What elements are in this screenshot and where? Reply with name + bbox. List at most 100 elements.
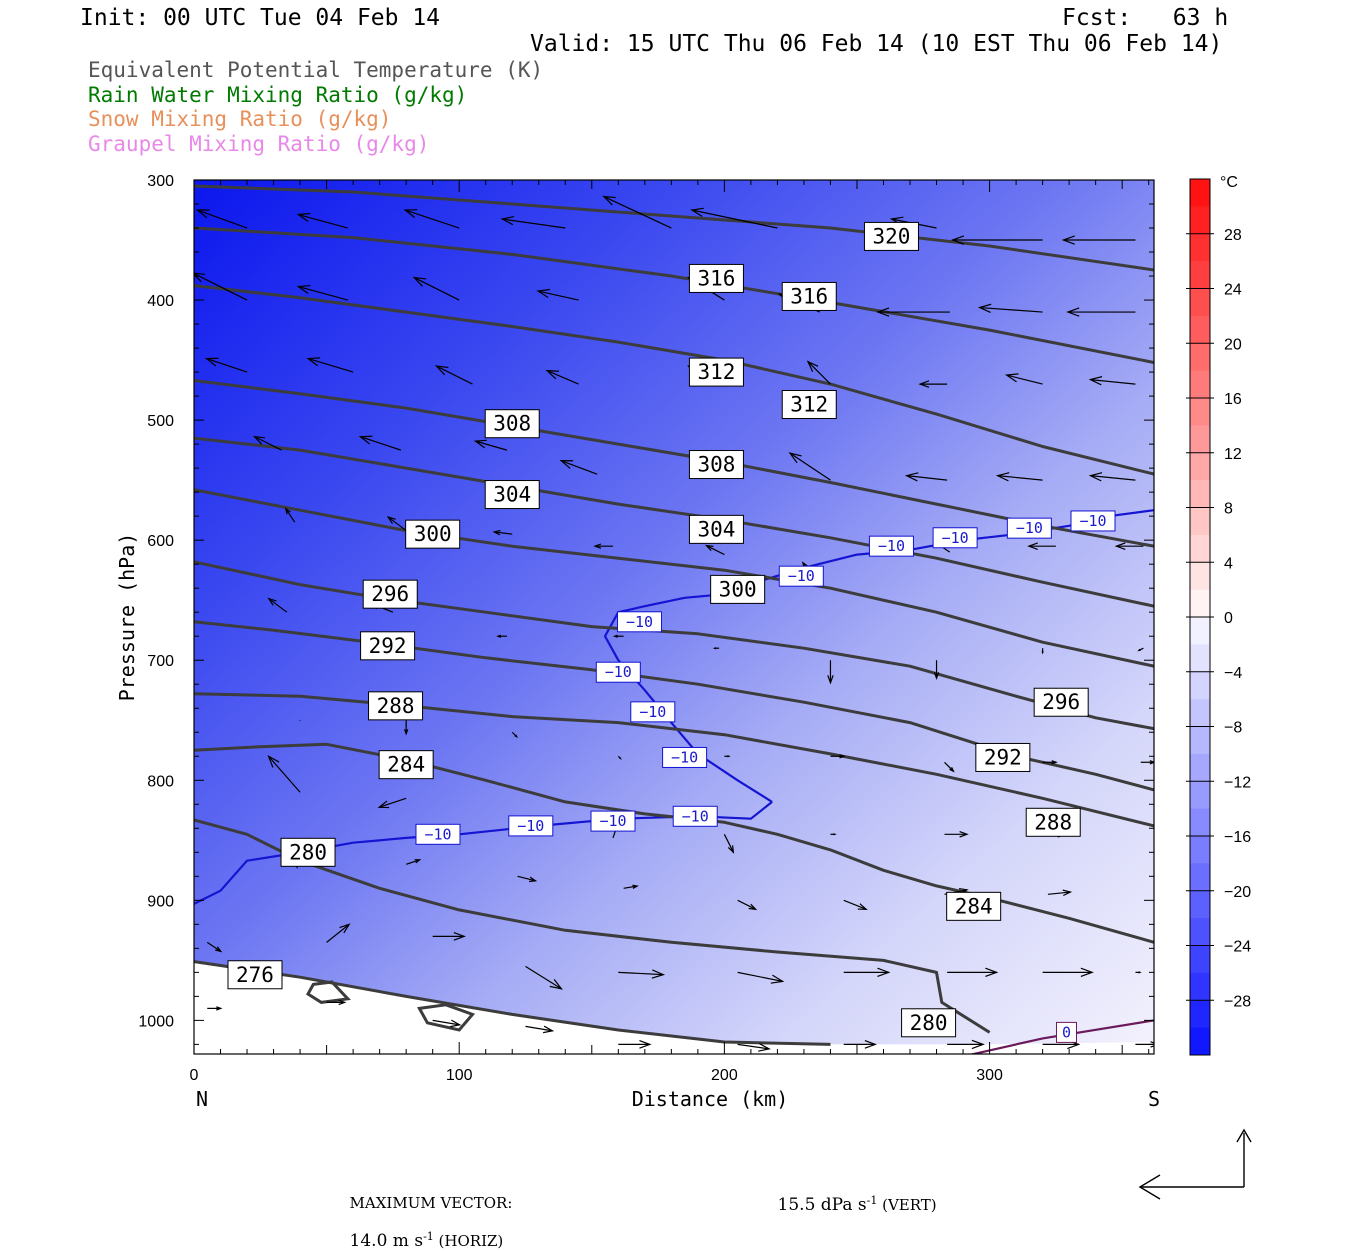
- theta-e-label-296-1: 296: [1034, 688, 1088, 716]
- svg-text:−10: −10: [942, 529, 969, 547]
- theta-e-label-284-1: 284: [947, 892, 1001, 920]
- colorbar-tick-9: −8: [1224, 720, 1242, 737]
- colorbar-tick-5: 8: [1224, 501, 1233, 518]
- x-axis-label: Distance (km): [632, 1087, 789, 1111]
- svg-text:−10: −10: [626, 613, 653, 631]
- max-vector-vert: 15.5 dPa s: [778, 1195, 867, 1215]
- wind-vector-68: [830, 834, 835, 835]
- svg-text:316: 316: [697, 266, 735, 290]
- temp-label-1-1: −10: [631, 702, 675, 722]
- y-tick-600: 600: [147, 533, 174, 550]
- max-vector-vert-info: 15.5 dPa s-1 (VERT): [768, 1176, 937, 1215]
- svg-text:300: 300: [414, 522, 452, 546]
- colorbar-unit: °C: [1220, 174, 1238, 191]
- temp-label-0-3: −10: [673, 806, 717, 826]
- x-tick-0: 0: [190, 1067, 199, 1084]
- svg-text:−10: −10: [682, 807, 709, 825]
- theta-e-label-312-1: 312: [782, 391, 836, 419]
- theta-e-label-316-0: 316: [689, 264, 743, 292]
- svg-text:288: 288: [377, 694, 415, 718]
- svg-text:288: 288: [1034, 810, 1072, 834]
- temp-label-1-7: −10: [1007, 518, 1051, 538]
- colorbar-tick-13: −24: [1224, 939, 1251, 956]
- theta-e-label-288-0: 288: [369, 692, 423, 720]
- theta-e-label-292-0: 292: [361, 632, 415, 660]
- svg-text:−10: −10: [605, 663, 632, 681]
- colorbar-tick-3: 16: [1224, 391, 1242, 408]
- max-vector-horiz-suffix: (HORIZ): [434, 1232, 504, 1250]
- y-tick-400: 400: [147, 293, 174, 310]
- x-tick-200: 200: [711, 1067, 738, 1084]
- colorbar-tick-6: 4: [1224, 555, 1233, 572]
- temp-label-0-2: −10: [591, 811, 635, 831]
- cross-section-chart: 276 280 280 284 284 288 288 292 292 296 296 300 300 3…: [0, 0, 1350, 1200]
- y-tick-700: 700: [147, 653, 174, 670]
- theta-e-label-304-1: 304: [689, 515, 743, 543]
- svg-text:−10: −10: [517, 817, 544, 835]
- temp-label-1-2: −10: [596, 662, 640, 682]
- max-vector-horiz-sup: -1: [423, 1230, 434, 1243]
- max-vector-vert-sup: -1: [867, 1194, 878, 1207]
- max-vector-vert-suffix: (VERT): [877, 1196, 936, 1214]
- colorbar-tick-8: −4: [1224, 665, 1242, 682]
- theta-e-label-308-1: 308: [689, 451, 743, 479]
- theta-e-label-320-0: 320: [864, 222, 918, 250]
- x-tick-100: 100: [446, 1067, 473, 1084]
- colorbar-tick-2: 20: [1224, 336, 1242, 353]
- max-vector-label: MAXIMUM VECTOR:: [350, 1194, 513, 1212]
- svg-text:284: 284: [387, 753, 425, 777]
- svg-text:300: 300: [719, 577, 757, 601]
- theta-e-label-304-0: 304: [485, 481, 539, 509]
- max-vector-horiz: 14.0 m s: [350, 1231, 424, 1251]
- svg-text:−10: −10: [1079, 512, 1106, 530]
- x-end-label-left: N: [196, 1087, 208, 1111]
- svg-text:304: 304: [493, 483, 531, 507]
- svg-text:280: 280: [910, 1011, 948, 1035]
- theta-e-label-296-0: 296: [363, 580, 417, 608]
- theta-e-label-292-1: 292: [976, 743, 1030, 771]
- max-vector-info: MAXIMUM VECTOR: 14.0 m s-1 (HORIZ): [340, 1176, 512, 1251]
- theta-e-label-280-1: 280: [902, 1009, 956, 1037]
- svg-text:−10: −10: [424, 825, 451, 843]
- svg-text:304: 304: [697, 517, 735, 541]
- svg-text:320: 320: [872, 224, 910, 248]
- temp-label-1-5: −10: [869, 536, 913, 556]
- colorbar-tick-11: −16: [1224, 829, 1251, 846]
- svg-text:−10: −10: [639, 703, 666, 721]
- temperature-shading: [194, 180, 1154, 1054]
- wind-vector-52: [1042, 648, 1043, 653]
- y-tick-300: 300: [147, 173, 174, 190]
- colorbar-tick-14: −28: [1224, 993, 1251, 1010]
- svg-text:296: 296: [371, 582, 409, 606]
- svg-text:−10: −10: [671, 748, 698, 766]
- temp-label-1-3: −10: [618, 612, 662, 632]
- svg-text:308: 308: [697, 453, 735, 477]
- svg-text:−10: −10: [1016, 519, 1043, 537]
- svg-text:284: 284: [955, 894, 993, 918]
- theta-e-label-288-1: 288: [1026, 808, 1080, 836]
- theta-e-label-284-0: 284: [379, 751, 433, 779]
- theta-e-label-316-1: 316: [782, 282, 836, 310]
- temp-label-2-0: 0: [1056, 1022, 1076, 1042]
- svg-text:292: 292: [984, 745, 1022, 769]
- wind-vector-58: [724, 756, 729, 757]
- colorbar-tick-10: −12: [1224, 774, 1251, 791]
- colorbar-tick-12: −20: [1224, 884, 1251, 901]
- y-tick-800: 800: [147, 773, 174, 790]
- svg-text:312: 312: [790, 393, 828, 417]
- svg-text:292: 292: [369, 634, 407, 658]
- svg-text:312: 312: [697, 360, 735, 384]
- svg-text:316: 316: [790, 284, 828, 308]
- svg-text:280: 280: [289, 840, 327, 864]
- colorbar-tick-1: 24: [1224, 282, 1242, 299]
- x-end-label-right: S: [1148, 1087, 1160, 1111]
- temp-label-0-0: −10: [416, 824, 460, 844]
- wind-vector-49: [715, 648, 720, 649]
- theta-e-label-300-1: 300: [711, 575, 765, 603]
- theta-e-label-276-0: 276: [228, 961, 282, 989]
- y-tick-900: 900: [147, 893, 174, 910]
- temp-label-0-1: −10: [509, 816, 553, 836]
- wind-vector-88: [1135, 972, 1140, 973]
- colorbar-tick-7: 0: [1224, 610, 1233, 627]
